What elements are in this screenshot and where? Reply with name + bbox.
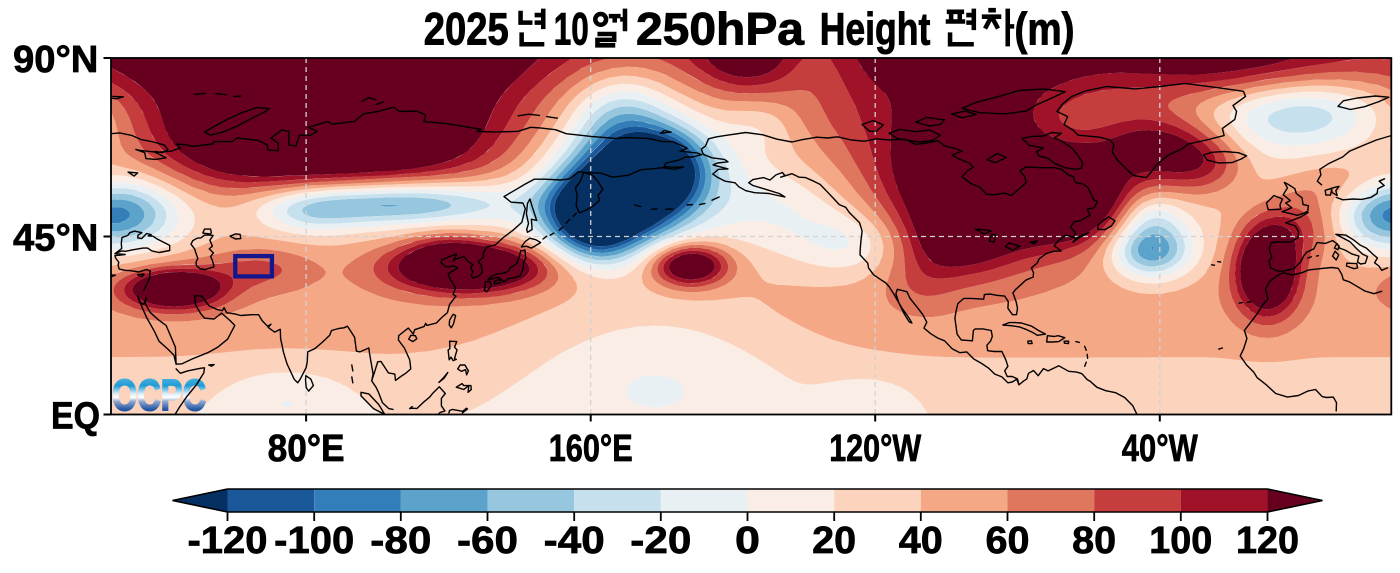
svg-text:-60: -60 — [457, 520, 518, 562]
svg-text:60: 60 — [986, 520, 1030, 562]
svg-text:-120: -120 — [188, 520, 268, 562]
svg-text:EQ: EQ — [51, 395, 100, 437]
svg-text:2025: 2025 — [424, 4, 509, 55]
svg-text:250hPa: 250hPa — [636, 4, 805, 55]
svg-text:10: 10 — [554, 4, 589, 55]
svg-text:40: 40 — [899, 520, 943, 562]
svg-text:80°E: 80°E — [268, 428, 345, 470]
svg-text:(m): (m) — [1015, 4, 1075, 55]
svg-text:20: 20 — [812, 520, 856, 562]
svg-text:0: 0 — [735, 520, 760, 562]
svg-text:-40: -40 — [544, 520, 605, 562]
svg-text:120: 120 — [1236, 520, 1299, 562]
svg-text:-80: -80 — [370, 520, 431, 562]
svg-text:-20: -20 — [630, 520, 691, 562]
svg-text:45°N: 45°N — [13, 217, 98, 259]
svg-text:90°N: 90°N — [13, 39, 98, 81]
svg-text:80: 80 — [1072, 520, 1116, 562]
svg-text:100: 100 — [1149, 520, 1212, 562]
svg-text:Height: Height — [820, 4, 931, 55]
svg-text:160°E: 160°E — [549, 428, 633, 470]
svg-text:40°W: 40°W — [1122, 428, 1198, 470]
svg-text:120°W: 120°W — [829, 428, 921, 470]
svg-text:-100: -100 — [274, 520, 354, 562]
svg-text:OCPC: OCPC — [112, 371, 206, 420]
